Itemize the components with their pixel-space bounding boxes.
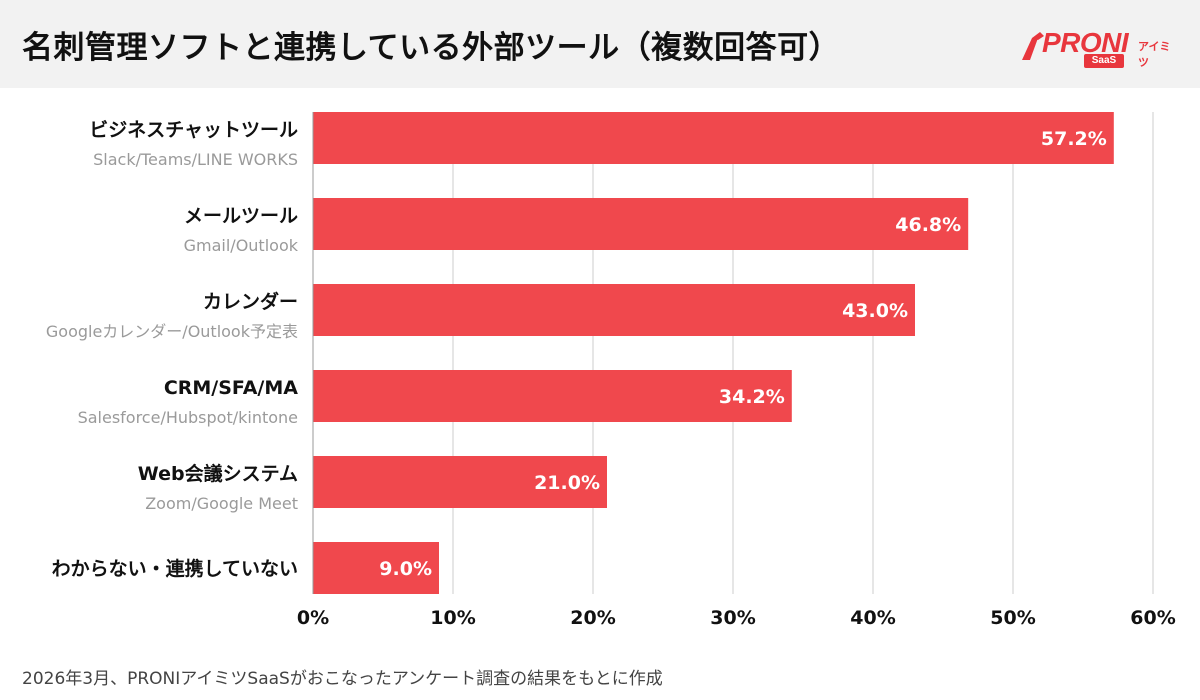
x-tick-label: 60% <box>1130 607 1175 629</box>
logo-word: PRONI <box>1042 27 1129 58</box>
bar-value-label: 34.2% <box>719 386 785 408</box>
page-title: 名刺管理ソフトと連携している外部ツール（複数回答可） <box>22 30 841 66</box>
x-tick-label: 20% <box>570 607 615 629</box>
category-label: ビジネスチャットツール <box>89 119 298 141</box>
category-sublabel: Zoom/Google Meet <box>145 494 298 513</box>
x-tick-label: 30% <box>710 607 755 629</box>
bar <box>313 456 607 508</box>
bar-value-label: 46.8% <box>895 214 961 236</box>
bar <box>313 112 1114 164</box>
category-label: わからない・連携していない <box>52 557 298 580</box>
bar-value-label: 9.0% <box>379 558 432 580</box>
bar <box>313 284 915 336</box>
category-sublabel: Googleカレンダー/Outlook予定表 <box>46 322 298 341</box>
bar <box>313 198 969 250</box>
proni-logo: PRONI アイミツ SaaS <box>1018 12 1178 72</box>
header-bar: 名刺管理ソフトと連携している外部ツール（複数回答可） PRONI アイミツ Sa… <box>0 0 1200 88</box>
bar-value-label: 21.0% <box>534 472 600 494</box>
bar-chart: 0% 10% 20% 30% 40% 50% 60% 57.2% ビジネスチャットツール Slac… <box>46 112 1176 629</box>
bar <box>313 542 439 594</box>
category-sublabel: Gmail/Outlook <box>184 236 299 255</box>
category-label: カレンダー <box>203 290 298 313</box>
logo-saas-badge: SaaS <box>1084 54 1124 68</box>
x-tick-label: 10% <box>430 607 475 629</box>
bar-value-label: 43.0% <box>842 300 908 322</box>
logo-mark-icon <box>1022 32 1044 60</box>
x-tick-label: 50% <box>990 607 1035 629</box>
category-sublabel: Salesforce/Hubspot/kintone <box>78 408 298 427</box>
category-sublabel: Slack/Teams/LINE WORKS <box>93 150 298 169</box>
logo-sub: アイミツ <box>1138 40 1171 69</box>
bar <box>313 370 792 422</box>
category-label: Web会議システム <box>138 462 298 485</box>
x-tick-label: 40% <box>850 607 895 629</box>
footnote: 2026年3月、PRONIアイミツSaaSがおこなったアンケート調査の結果をもと… <box>22 669 663 689</box>
category-label: メールツール <box>184 205 298 227</box>
x-tick-label: 0% <box>297 607 329 629</box>
bar-value-label: 57.2% <box>1041 128 1107 150</box>
category-label: CRM/SFA/MA <box>164 377 298 399</box>
